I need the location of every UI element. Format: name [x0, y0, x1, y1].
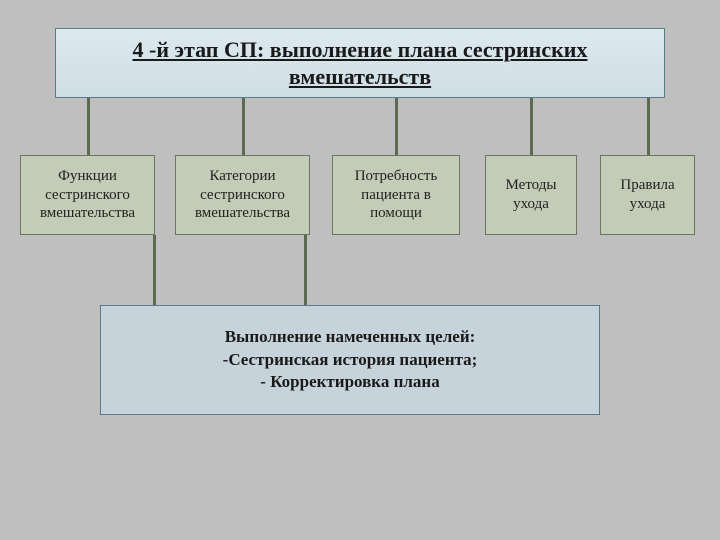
mid-text: Методы ухода [492, 176, 570, 214]
connector-line [530, 98, 533, 155]
title-box: 4 -й этап СП: выполнение плана сестринск… [55, 28, 665, 98]
connector-line [242, 98, 245, 155]
mid-box-functions: Функции сестринского вмешательства [20, 155, 155, 235]
mid-box-rules: Правила ухода [600, 155, 695, 235]
mid-text: Функции сестринского вмешательства [27, 167, 148, 223]
title-text: 4 -й этап СП: выполнение плана сестринск… [66, 36, 654, 91]
connector-line [87, 98, 90, 155]
connector-line [395, 98, 398, 155]
bottom-line-2: - Корректировка плана [260, 372, 439, 391]
mid-box-methods: Методы ухода [485, 155, 577, 235]
bottom-line-0: Выполнение намеченных целей: [225, 327, 476, 346]
mid-text: Категории сестринского вмешательства [182, 167, 303, 223]
mid-text: Правила ухода [607, 176, 688, 214]
bottom-line-1: -Сестринская история пациента; [223, 350, 478, 369]
mid-box-categories: Категории сестринского вмешательства [175, 155, 310, 235]
mid-box-need: Потребность пациента в помощи [332, 155, 460, 235]
bottom-box: Выполнение намеченных целей: -Сестринска… [100, 305, 600, 415]
connector-line [647, 98, 650, 155]
connector-line [153, 235, 156, 305]
bottom-text: Выполнение намеченных целей: -Сестринска… [223, 326, 478, 395]
connector-line [304, 235, 307, 305]
mid-text: Потребность пациента в помощи [339, 167, 453, 223]
